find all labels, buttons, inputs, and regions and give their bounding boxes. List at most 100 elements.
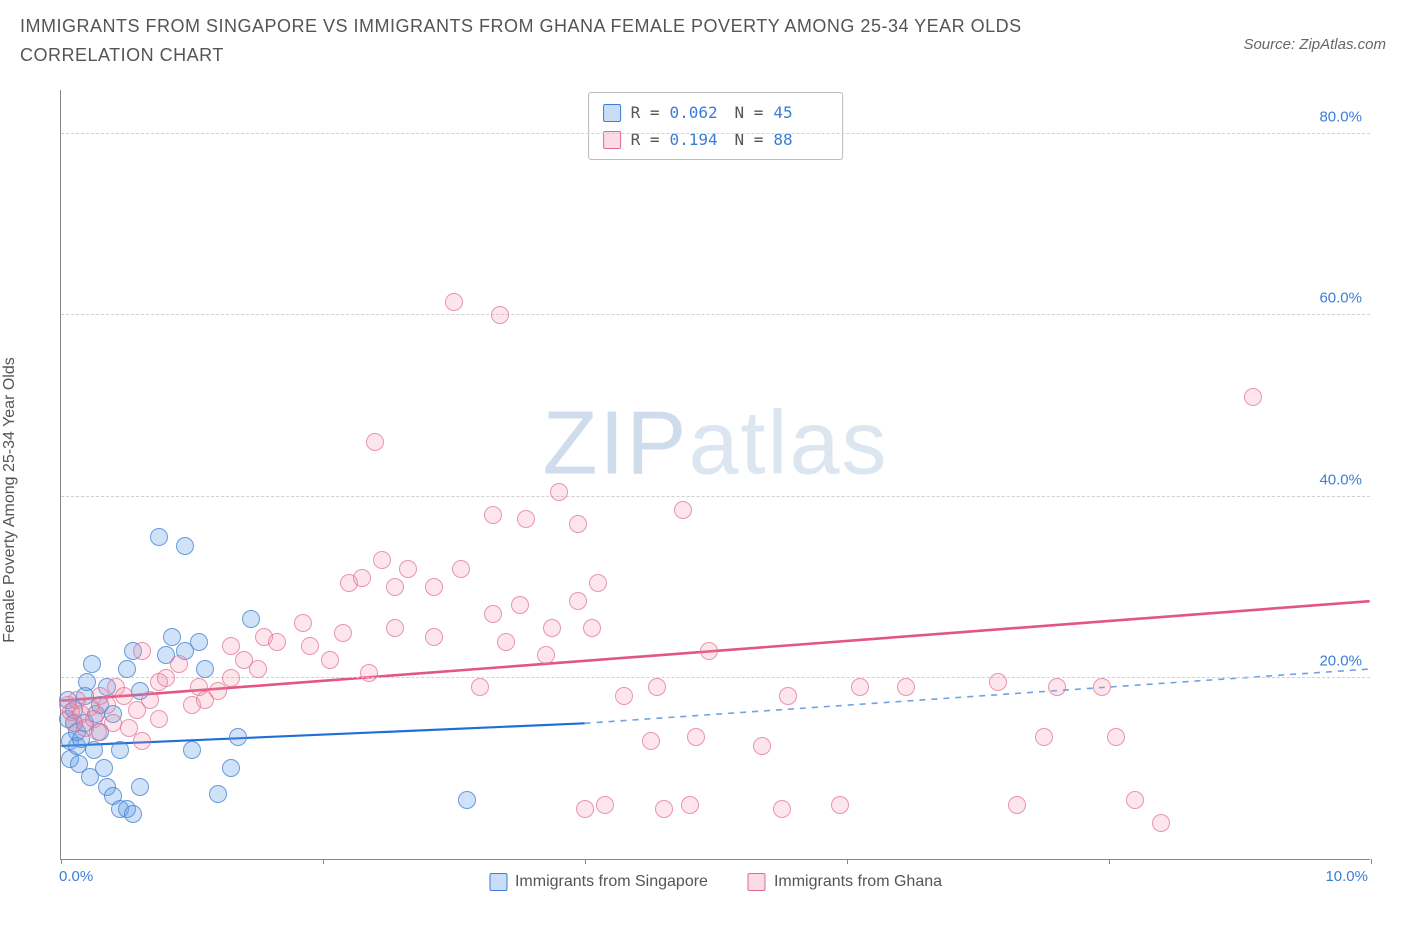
data-point-ghana bbox=[1093, 678, 1111, 696]
legend-item-ghana: Immigrants from Ghana bbox=[748, 873, 942, 891]
stats-row-singapore: R = 0.062 N = 45 bbox=[603, 99, 829, 126]
stat-n-value-ghana: 88 bbox=[773, 126, 828, 153]
data-point-ghana bbox=[452, 560, 470, 578]
data-point-singapore bbox=[183, 741, 201, 759]
stat-r-label: R = bbox=[631, 126, 660, 153]
data-point-ghana bbox=[1008, 796, 1026, 814]
data-point-ghana bbox=[373, 551, 391, 569]
data-point-ghana bbox=[98, 696, 116, 714]
y-axis-label: Female Poverty Among 25-34 Year Olds bbox=[1, 357, 19, 643]
data-point-ghana bbox=[1035, 728, 1053, 746]
data-point-ghana bbox=[471, 678, 489, 696]
stats-row-ghana: R = 0.194 N = 88 bbox=[603, 126, 829, 153]
data-point-ghana bbox=[550, 483, 568, 501]
data-point-ghana bbox=[445, 293, 463, 311]
legend: Immigrants from Singapore Immigrants fro… bbox=[489, 873, 942, 891]
stat-n-label: N = bbox=[735, 126, 764, 153]
gridline bbox=[61, 133, 1370, 134]
data-point-singapore bbox=[190, 633, 208, 651]
gridline bbox=[61, 496, 1370, 497]
data-point-ghana bbox=[141, 691, 159, 709]
data-point-singapore bbox=[242, 610, 260, 628]
swatch-ghana-icon bbox=[748, 873, 766, 891]
x-tick-mark bbox=[1109, 859, 1110, 864]
data-point-ghana bbox=[133, 642, 151, 660]
data-point-singapore bbox=[222, 759, 240, 777]
data-point-ghana bbox=[615, 687, 633, 705]
data-point-ghana bbox=[157, 669, 175, 687]
swatch-singapore-icon bbox=[489, 873, 507, 891]
data-point-ghana bbox=[576, 800, 594, 818]
plot-area: ZIPatlas R = 0.062 N = 45 R = 0.194 N = … bbox=[60, 90, 1370, 860]
data-point-ghana bbox=[583, 619, 601, 637]
x-tick-mark bbox=[1371, 859, 1372, 864]
data-point-ghana bbox=[301, 637, 319, 655]
data-point-ghana bbox=[1107, 728, 1125, 746]
data-point-ghana bbox=[170, 655, 188, 673]
data-point-ghana bbox=[491, 306, 509, 324]
data-point-ghana bbox=[687, 728, 705, 746]
stat-n-label: N = bbox=[735, 99, 764, 126]
data-point-ghana bbox=[150, 710, 168, 728]
data-point-ghana bbox=[360, 664, 378, 682]
gridline bbox=[61, 314, 1370, 315]
data-point-ghana bbox=[484, 605, 502, 623]
data-point-singapore bbox=[176, 537, 194, 555]
data-point-singapore bbox=[83, 655, 101, 673]
legend-label-ghana: Immigrants from Ghana bbox=[774, 873, 942, 891]
data-point-ghana bbox=[596, 796, 614, 814]
stats-box: R = 0.062 N = 45 R = 0.194 N = 88 bbox=[588, 92, 844, 160]
x-tick-mark bbox=[323, 859, 324, 864]
source-citation: Source: ZipAtlas.com bbox=[1243, 36, 1386, 53]
data-point-ghana bbox=[989, 673, 1007, 691]
swatch-singapore-icon bbox=[603, 104, 621, 122]
stat-r-label: R = bbox=[631, 99, 660, 126]
stat-r-value-ghana: 0.194 bbox=[670, 126, 725, 153]
data-point-singapore bbox=[229, 728, 247, 746]
legend-item-singapore: Immigrants from Singapore bbox=[489, 873, 708, 891]
data-point-ghana bbox=[425, 578, 443, 596]
data-point-singapore bbox=[131, 778, 149, 796]
data-point-singapore bbox=[196, 660, 214, 678]
data-point-ghana bbox=[642, 732, 660, 750]
data-point-ghana bbox=[773, 800, 791, 818]
data-point-ghana bbox=[353, 569, 371, 587]
data-point-ghana bbox=[897, 678, 915, 696]
data-point-ghana bbox=[334, 624, 352, 642]
data-point-ghana bbox=[294, 614, 312, 632]
data-point-ghana bbox=[543, 619, 561, 637]
data-point-ghana bbox=[851, 678, 869, 696]
data-point-ghana bbox=[1244, 388, 1262, 406]
x-tick-mark bbox=[61, 859, 62, 864]
data-point-ghana bbox=[321, 651, 339, 669]
trend-lines bbox=[61, 90, 1370, 859]
data-point-ghana bbox=[517, 510, 535, 528]
data-point-ghana bbox=[133, 732, 151, 750]
y-tick-label: 20.0% bbox=[1319, 652, 1362, 669]
y-tick-label: 80.0% bbox=[1319, 109, 1362, 126]
data-point-ghana bbox=[779, 687, 797, 705]
data-point-ghana bbox=[537, 646, 555, 664]
data-point-ghana bbox=[209, 682, 227, 700]
x-tick-mark bbox=[585, 859, 586, 864]
data-point-ghana bbox=[222, 669, 240, 687]
stat-r-value-singapore: 0.062 bbox=[670, 99, 725, 126]
data-point-ghana bbox=[366, 433, 384, 451]
data-point-ghana bbox=[1048, 678, 1066, 696]
chart-container: Female Poverty Among 25-34 Year Olds ZIP… bbox=[20, 90, 1386, 910]
data-point-ghana bbox=[569, 592, 587, 610]
data-point-ghana bbox=[386, 619, 404, 637]
data-point-singapore bbox=[111, 741, 129, 759]
watermark: ZIPatlas bbox=[542, 392, 888, 495]
data-point-ghana bbox=[681, 796, 699, 814]
legend-label-singapore: Immigrants from Singapore bbox=[515, 873, 708, 891]
data-point-ghana bbox=[1152, 814, 1170, 832]
data-point-ghana bbox=[648, 678, 666, 696]
data-point-ghana bbox=[484, 506, 502, 524]
data-point-ghana bbox=[655, 800, 673, 818]
data-point-ghana bbox=[425, 628, 443, 646]
data-point-ghana bbox=[700, 642, 718, 660]
data-point-ghana bbox=[831, 796, 849, 814]
data-point-ghana bbox=[497, 633, 515, 651]
data-point-singapore bbox=[118, 660, 136, 678]
